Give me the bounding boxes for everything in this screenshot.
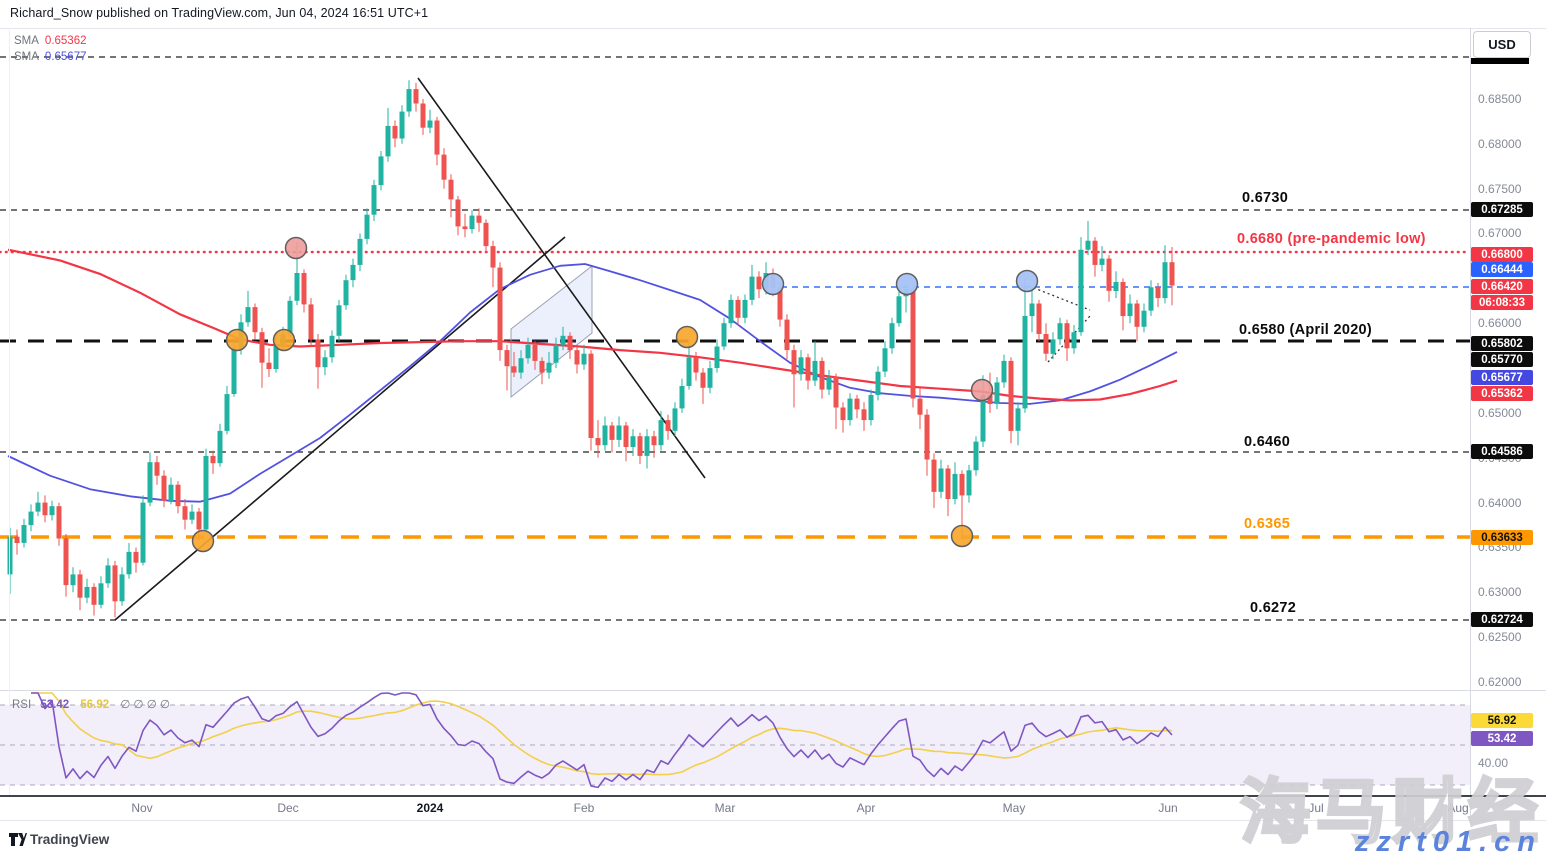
price-axis-badge: 0.65802: [1471, 336, 1533, 351]
publish-header: Richard_Snow published on TradingView.co…: [10, 6, 429, 20]
rsi-ma-legend-value: 56.92: [80, 699, 110, 711]
price-axis-badge: 0.65362: [1471, 386, 1533, 401]
sma-slow-legend-value: 0.65677: [44, 51, 87, 63]
time-axis[interactable]: Nov Dec 2024 Feb Mar Apr May Jun Jul Aug: [0, 795, 1470, 820]
price-axis-label: 0.65000: [1478, 406, 1522, 420]
rsi-legend-value: 53.42: [40, 699, 70, 711]
price-axis-label: 0.67000: [1478, 226, 1522, 240]
marker-circle-orange: [675, 325, 699, 349]
price-axis-label: 0.68500: [1478, 92, 1522, 106]
marker-circle-orange: [191, 529, 215, 553]
level-annotation-label: 0.6730: [1242, 190, 1289, 206]
sma-slow-legend-label: SMA: [14, 51, 39, 63]
level-annotation-label: 0.6365: [1244, 516, 1291, 532]
price-axis-label: 0.68000: [1478, 137, 1522, 151]
time-axis-label-dec: Dec: [277, 801, 299, 815]
tradingview-logo-icon[interactable]: [8, 831, 27, 848]
time-axis-label-feb: Feb: [573, 801, 595, 815]
marker-circle-blue: [895, 272, 919, 296]
left-pane-border: [9, 28, 10, 795]
rsi-ma-line: [31, 692, 1173, 776]
time-axis-label-2024: 2024: [416, 801, 444, 815]
price-axis-label: 0.62500: [1478, 630, 1522, 644]
sma-fast-legend[interactable]: SMA 0.65362: [14, 35, 87, 47]
price-axis-badge: 53.42: [1471, 731, 1533, 746]
price-axis-label: 0.62000: [1478, 675, 1522, 689]
rsi-line: [31, 692, 1173, 789]
time-axis-top-border: [0, 795, 1546, 797]
ascending-trendline: [114, 236, 566, 621]
currency-toggle-button[interactable]: USD: [1473, 31, 1531, 58]
time-axis-label-jul: Jul: [1308, 801, 1324, 815]
sma-fast-legend-label: SMA: [14, 35, 39, 47]
sma-slow-legend[interactable]: SMA 0.65677: [14, 51, 87, 63]
watermark-url: zzrt01.cn: [1354, 826, 1542, 857]
marker-circle-blue: [1015, 269, 1039, 293]
level-annotation-label: 0.6680 (pre-pandemic low): [1237, 231, 1426, 247]
marker-circle-orange: [225, 328, 249, 352]
level-annotation-label: 0.6272: [1250, 600, 1297, 616]
price-axis-badge: 0.67285: [1471, 202, 1533, 217]
price-axis-badge: 0.66420: [1471, 279, 1533, 294]
price-axis-label: 0.66000: [1478, 316, 1522, 330]
level-annotation-label: 0.6460: [1244, 434, 1291, 450]
price-axis-badge: 0.66444: [1471, 262, 1533, 277]
price-axis-label: 0.63000: [1478, 585, 1522, 599]
watermark-cjk: 海马财经: [1239, 770, 1544, 855]
sma-fast-line: [7, 248, 1178, 402]
candlestick-series: [7, 80, 1175, 618]
marker-circle-pink: [284, 236, 308, 260]
price-axis-badge: 06:08:33: [1471, 295, 1533, 310]
price-axis-badge: 0.66800: [1471, 247, 1533, 262]
marker-circle-blue: [761, 272, 785, 296]
price-axis-border: [1470, 28, 1471, 820]
header-divider: [0, 28, 1546, 29]
tradingview-brand-text[interactable]: TradingView: [30, 832, 110, 847]
time-axis-label-mar: Mar: [714, 801, 736, 815]
price-axis-label: 0.67500: [1478, 182, 1522, 196]
flag-channel: [510, 264, 593, 399]
time-axis-label-may: May: [1002, 801, 1026, 815]
hidden-badge-sliver: [1471, 58, 1529, 64]
time-axis-bottom-border: [0, 820, 1546, 821]
price-axis-badge: 0.65677: [1471, 370, 1533, 385]
price-axis-badge: 0.64586: [1471, 444, 1533, 459]
rsi-legend-empty-values: ∅ ∅ ∅ ∅: [120, 699, 170, 711]
time-axis-label-aug: Aug: [1447, 801, 1469, 815]
marker-circle-orange: [950, 524, 974, 548]
price-axis-badge: 0.63633: [1471, 530, 1533, 545]
price-axis-label: 0.64000: [1478, 496, 1522, 510]
price-axis-badge: 0.62724: [1471, 612, 1533, 627]
price-axis-badge: 0.65770: [1471, 352, 1533, 367]
marker-circle-orange: [272, 328, 296, 352]
pane-separator[interactable]: [0, 690, 1546, 691]
descending-trendline: [417, 77, 706, 479]
price-axis[interactable]: 0.68500 0.68000 0.67500 0.67000 0.66000 0.650…: [1470, 28, 1546, 820]
time-axis-label-apr: Apr: [856, 801, 876, 815]
sma-fast-legend-value: 0.65362: [44, 35, 87, 47]
price-axis-badge: 56.92: [1471, 713, 1533, 728]
price-axis-label: 40.00: [1478, 756, 1509, 770]
level-annotation-label: 0.6580 (April 2020): [1239, 322, 1373, 338]
pennant-line-1: [1028, 285, 1091, 311]
marker-circle-pink: [970, 378, 994, 402]
time-axis-label-nov: Nov: [131, 801, 153, 815]
rsi-legend-label: RSI: [12, 699, 32, 711]
time-axis-label-jun: Jun: [1158, 801, 1178, 815]
rsi-legend[interactable]: RSI 53.42 56.92 ∅ ∅ ∅ ∅: [12, 697, 170, 711]
